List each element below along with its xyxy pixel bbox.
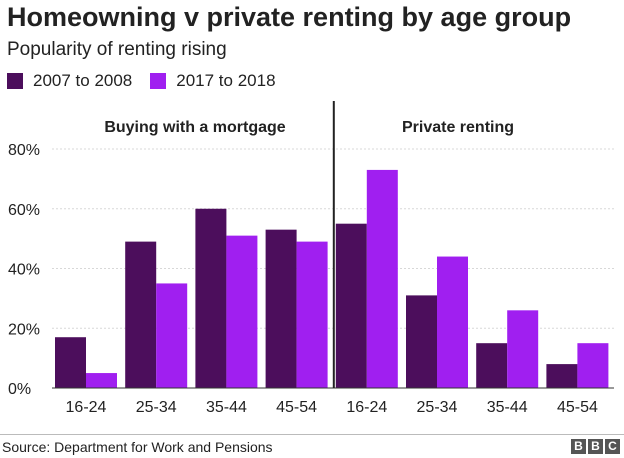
bar xyxy=(55,337,86,388)
chart-title: Homeowning v private renting by age grou… xyxy=(7,2,572,32)
bar xyxy=(265,229,297,388)
legend: 2007 to 2008 2017 to 2018 xyxy=(7,70,294,92)
x-tick-label: 25-34 xyxy=(136,399,177,416)
footer-divider xyxy=(0,434,624,435)
bar-chart: 0% 20% 40% 60% 80% 16-24 25-34 35-44 45-54 16-24 2… xyxy=(8,101,614,416)
bar xyxy=(86,373,117,388)
bar xyxy=(366,169,398,388)
legend-swatch-2007 xyxy=(7,73,23,89)
bar xyxy=(437,256,468,388)
bar xyxy=(226,235,258,388)
bbc-logo-letter: B xyxy=(571,439,586,454)
legend-swatch-2017 xyxy=(150,73,167,89)
legend-label-2007: 2007 to 2008 xyxy=(33,71,133,90)
bar xyxy=(476,343,508,388)
bar xyxy=(406,295,437,388)
x-tick-label: 16-24 xyxy=(346,399,387,416)
bar xyxy=(335,223,367,388)
bar xyxy=(546,364,578,388)
x-tick-label: 45-54 xyxy=(276,399,317,416)
y-tick-label: 20% xyxy=(8,321,40,338)
legend-item-2007: 2007 to 2008 xyxy=(7,71,132,91)
y-tick-label: 40% xyxy=(8,262,40,279)
y-tick-label: 80% xyxy=(8,142,40,159)
x-tick-label: 35-44 xyxy=(206,399,247,416)
bar xyxy=(195,208,227,388)
bar xyxy=(125,241,157,388)
bbc-logo-letter: B xyxy=(588,439,603,454)
chart-subtitle: Popularity of renting rising xyxy=(7,39,227,60)
legend-item-2017: 2017 to 2018 xyxy=(150,71,276,91)
bar xyxy=(296,241,328,388)
x-tick-label: 35-44 xyxy=(487,399,528,416)
bar xyxy=(577,343,609,388)
y-tick-label: 0% xyxy=(8,381,31,398)
bar xyxy=(156,283,188,388)
x-tick-label: 45-54 xyxy=(557,399,598,416)
bar xyxy=(507,310,539,388)
group-label-renting: Private renting xyxy=(402,119,514,136)
bbc-logo-letter: C xyxy=(605,439,620,454)
bbc-logo: B B C xyxy=(569,439,620,454)
source-note: Source: Department for Work and Pensions xyxy=(2,439,273,455)
legend-label-2017: 2017 to 2018 xyxy=(176,71,276,90)
x-tick-label: 16-24 xyxy=(66,399,107,416)
y-tick-label: 60% xyxy=(8,202,40,219)
x-tick-label: 25-34 xyxy=(417,399,458,416)
group-label-mortgage: Buying with a mortgage xyxy=(104,119,285,136)
